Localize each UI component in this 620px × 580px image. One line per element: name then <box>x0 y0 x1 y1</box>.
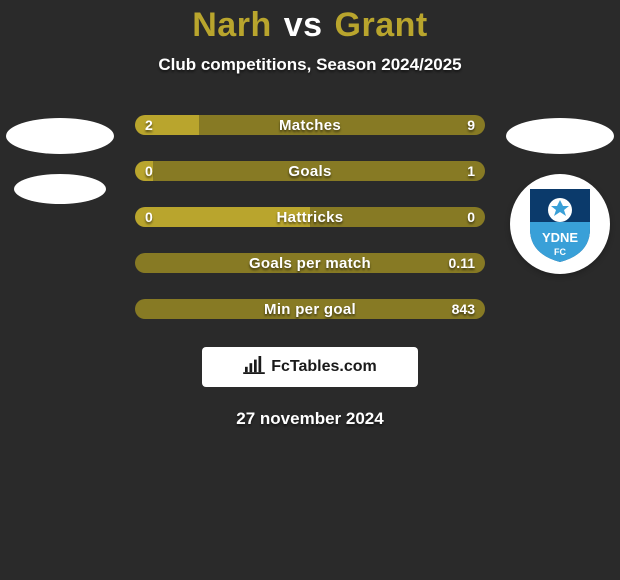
bar-chart-icon <box>243 356 265 379</box>
stat-row: 29Matches <box>135 115 485 135</box>
player2-club-badge: YDNE FC <box>510 174 610 274</box>
date-text: 27 november 2024 <box>0 409 620 429</box>
player1-avatar-column <box>6 118 114 204</box>
stat-label: Hattricks <box>135 207 485 227</box>
title-player2: Grant <box>335 6 428 44</box>
stat-row: 01Goals <box>135 161 485 181</box>
page-title: Narhvs Grant <box>0 0 620 45</box>
brand-text: FcTables.com <box>271 358 377 376</box>
comparison-card: Narhvs Grant Club competitions, Season 20… <box>0 0 620 580</box>
player2-avatar-column: YDNE FC <box>506 118 614 274</box>
title-vs: vs <box>284 6 323 44</box>
player2-photo-placeholder <box>506 118 614 154</box>
club-shield-text: YDNE <box>542 230 578 245</box>
stat-row: 00Hattricks <box>135 207 485 227</box>
club-shield-fc: FC <box>554 247 566 257</box>
stat-row: 843Min per goal <box>135 299 485 319</box>
stats-list: 29Matches 01Goals 00Hattricks 0.11Goals per… <box>135 115 485 319</box>
stat-row: 0.11Goals per match <box>135 253 485 273</box>
title-player1: Narh <box>192 6 271 44</box>
brand-badge: FcTables.com <box>202 347 418 387</box>
club-shield-icon: YDNE FC <box>525 184 595 264</box>
stat-label: Min per goal <box>135 299 485 319</box>
player1-photo-placeholder <box>6 118 114 154</box>
stat-label: Goals per match <box>135 253 485 273</box>
subtitle: Club competitions, Season 2024/2025 <box>0 55 620 75</box>
player1-club-placeholder <box>14 174 106 204</box>
stat-label: Goals <box>135 161 485 181</box>
stat-label: Matches <box>135 115 485 135</box>
